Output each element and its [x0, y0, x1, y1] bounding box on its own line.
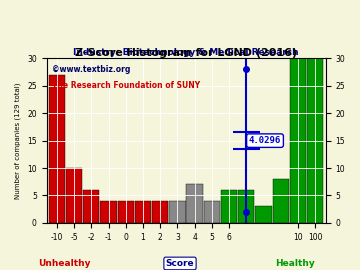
- Y-axis label: Number of companies (129 total): Number of companies (129 total): [15, 82, 22, 199]
- Title: Z-Score Histogram for LGND (2016): Z-Score Histogram for LGND (2016): [75, 49, 297, 59]
- Bar: [66, 168, 82, 223]
- Bar: [290, 59, 306, 223]
- Text: 4.0296: 4.0296: [249, 136, 281, 145]
- Bar: [238, 190, 255, 223]
- Bar: [204, 201, 220, 223]
- Bar: [169, 201, 186, 223]
- Text: Score: Score: [166, 259, 194, 268]
- Bar: [307, 59, 323, 223]
- Bar: [186, 184, 203, 223]
- Text: ©www.textbiz.org: ©www.textbiz.org: [52, 65, 130, 74]
- Text: Unhealthy: Unhealthy: [39, 259, 91, 268]
- Bar: [118, 201, 134, 223]
- Text: Healthy: Healthy: [275, 259, 315, 268]
- Text: The Research Foundation of SUNY: The Research Foundation of SUNY: [52, 82, 200, 90]
- Bar: [135, 201, 151, 223]
- Bar: [221, 190, 237, 223]
- Bar: [100, 201, 117, 223]
- Bar: [273, 179, 289, 223]
- Bar: [152, 201, 168, 223]
- Bar: [255, 206, 272, 223]
- Text: Industry: Biotechnology & Medical Research: Industry: Biotechnology & Medical Resear…: [73, 48, 299, 57]
- Bar: [49, 75, 65, 223]
- Bar: [83, 190, 99, 223]
